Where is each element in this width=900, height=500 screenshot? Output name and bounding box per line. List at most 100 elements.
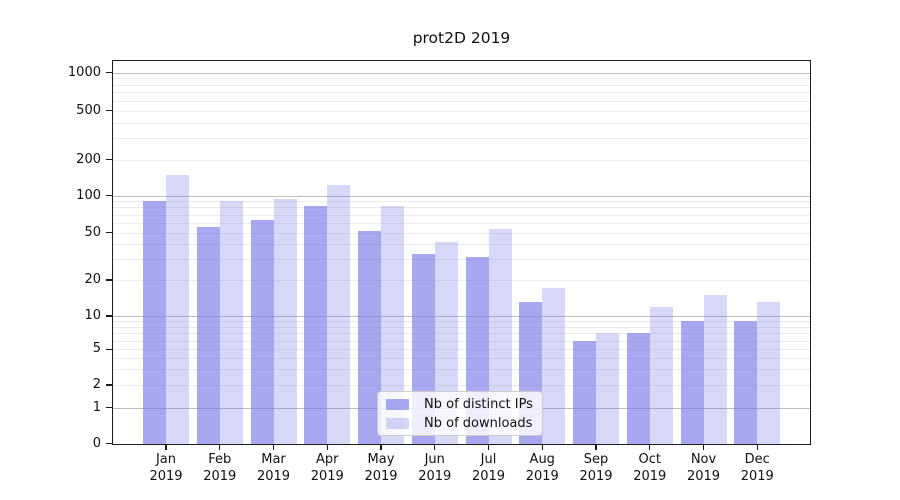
x-axis-tick-label: Nov 2019 [677, 452, 731, 485]
x-axis-tick-label: Apr 2019 [300, 452, 354, 485]
bar-distinct-ips-dec [734, 321, 758, 444]
y-axis-tick-label: 500 [76, 102, 101, 118]
x-axis-month-label: Feb [208, 452, 232, 467]
x-axis-year-label: 2019 [686, 468, 721, 484]
gridline-minor [113, 92, 810, 94]
x-axis-year-label: 2019 [364, 468, 398, 484]
gridline-minor [113, 357, 810, 359]
gridline-minor [113, 333, 810, 335]
x-axis-tick-label: Dec 2019 [730, 452, 784, 485]
gridline-minor [113, 207, 810, 209]
legend-swatch-downloads [386, 417, 409, 429]
gridline-minor [113, 201, 810, 203]
x-axis-tick-label: Jul 2019 [462, 452, 516, 485]
y-axis-tick-mark [106, 71, 112, 74]
x-axis-month-label: Jul [480, 452, 497, 467]
bar-distinct-ips-oct [626, 333, 650, 444]
y-axis-tick-label: 50 [84, 224, 101, 240]
y-axis-tick-label: 2 [92, 377, 101, 392]
gridline-major [113, 72, 810, 74]
bar-distinct-ips-sep [573, 340, 596, 444]
x-axis-tick-label: Mar 2019 [247, 452, 301, 485]
x-axis-month-label: Dec [744, 452, 770, 467]
x-axis-tick-mark [272, 445, 275, 450]
gridline-minor [113, 100, 810, 102]
legend-label-downloads: Nb of downloads [424, 415, 533, 431]
gridline-minor [113, 321, 810, 323]
x-axis-year-label: 2019 [310, 468, 344, 484]
gridline-minor [113, 110, 810, 112]
y-axis-tick-label: 0 [92, 435, 101, 451]
x-axis-tick-mark [595, 445, 597, 450]
gridline-major [113, 316, 810, 317]
gridline-minor [113, 340, 810, 342]
x-axis-tick-label: Sep 2019 [569, 452, 623, 485]
gridline-minor [113, 385, 810, 386]
y-axis-tick-label: 200 [76, 151, 101, 167]
x-axis-year-label: 2019 [525, 468, 559, 484]
gridline-minor [113, 326, 810, 328]
bar-downloads-may [381, 206, 404, 444]
x-axis-year-label: 2019 [633, 468, 667, 484]
x-axis-tick-mark [219, 445, 221, 450]
y-axis-tick-mark [106, 279, 112, 281]
bar-downloads-feb [219, 201, 243, 444]
bar-distinct-ips-may [358, 230, 381, 444]
gridline-minor [113, 78, 810, 80]
y-axis-tick-label: 5 [92, 341, 101, 357]
gridline-minor [113, 214, 810, 216]
x-axis-tick-mark [487, 445, 490, 450]
x-axis-month-label: Jun [424, 452, 445, 467]
gridline-minor [113, 138, 810, 140]
y-axis-tick-mark [106, 315, 112, 317]
legend-entry-downloads: Nb of downloads [378, 415, 542, 431]
x-axis-tick-mark [541, 445, 543, 450]
y-axis-tick-mark [106, 348, 112, 350]
x-axis-tick-label: Jun 2019 [408, 452, 462, 485]
legend-label-distinct-ips: Nb of distinct IPs [424, 396, 533, 412]
x-axis-tick-mark [326, 445, 328, 450]
x-axis-tick-mark [649, 445, 651, 450]
gridline-minor [113, 259, 810, 261]
x-axis-month-label: Apr [316, 452, 339, 467]
x-axis-tick-label: Oct 2019 [623, 452, 677, 485]
bar-downloads-jan [166, 175, 189, 444]
x-axis-year-label: 2019 [203, 468, 237, 484]
gridline-minor [113, 369, 810, 371]
y-axis-tick-label: 100 [76, 187, 101, 203]
chart-title: prot2D 2019 [412, 29, 511, 47]
y-axis-tick-mark [106, 407, 112, 409]
y-axis-tick-label: 1 [92, 399, 101, 415]
x-axis-tick-label: Feb 2019 [193, 452, 247, 485]
y-axis-tick-mark [106, 232, 112, 234]
x-axis-year-label: 2019 [740, 468, 774, 484]
y-axis-tick-label: 10 [84, 308, 101, 323]
bar-distinct-ips-apr [304, 206, 328, 444]
gridline-minor [113, 349, 810, 351]
y-axis-tick-mark [106, 159, 112, 161]
x-axis-month-label: May [367, 452, 395, 467]
x-axis-tick-mark [165, 445, 167, 450]
y-axis-tick-label: 1000 [67, 64, 101, 80]
x-axis-year-label: 2019 [149, 468, 183, 484]
bar-downloads-jul [488, 228, 512, 444]
y-axis-tick-mark [106, 442, 112, 445]
bar-downloads-nov [703, 294, 727, 444]
x-axis-year-label: 2019 [418, 468, 452, 484]
bar-distinct-ips-mar [250, 220, 274, 444]
gridline-minor [113, 232, 810, 234]
y-axis-tick-label: 20 [84, 272, 101, 287]
gridline-minor [113, 159, 810, 161]
x-axis-tick-label: Jan 2019 [139, 452, 193, 485]
x-axis-tick-mark [702, 445, 705, 450]
bar-downloads-oct [649, 306, 673, 444]
y-axis-tick-mark [106, 110, 112, 112]
plot-area: Nb of distinct IPs Nb of downloads [112, 60, 811, 445]
gridline-minor [113, 84, 810, 86]
gridline-major [113, 195, 810, 197]
x-axis-tick-mark [756, 445, 758, 450]
gridline-minor [113, 222, 810, 224]
legend-box: Nb of distinct IPs Nb of downloads [377, 391, 543, 436]
bar-downloads-mar [273, 198, 297, 444]
